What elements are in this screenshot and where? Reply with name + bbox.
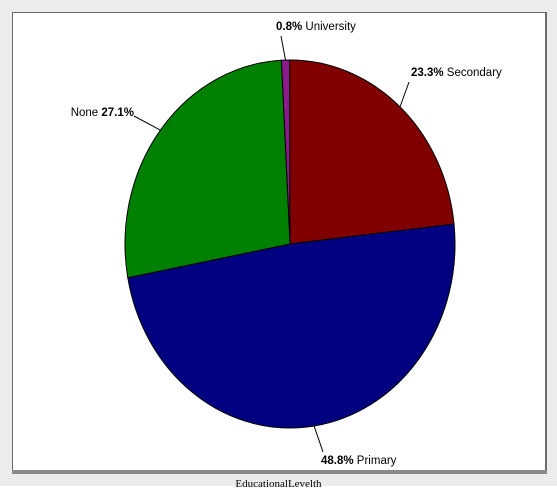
- pie-slice-secondary: [289, 59, 455, 245]
- leader-line-primary: [313, 425, 324, 453]
- panel-bottom-rule: [12, 470, 547, 474]
- slice-label-primary: 48.8% Primary: [321, 455, 397, 467]
- chart-caption: EducationalLevelth: [235, 478, 322, 490]
- leader-line-none: [133, 115, 161, 131]
- leader-line-secondary: [399, 81, 410, 108]
- leader-line-university: [280, 35, 287, 61]
- slice-label-secondary: 23.3% Secondary: [411, 67, 502, 79]
- pie-slice-none: [124, 59, 291, 279]
- slice-label-university: 0.8% University: [276, 21, 356, 33]
- slice-label-none: None 27.1%: [71, 107, 134, 119]
